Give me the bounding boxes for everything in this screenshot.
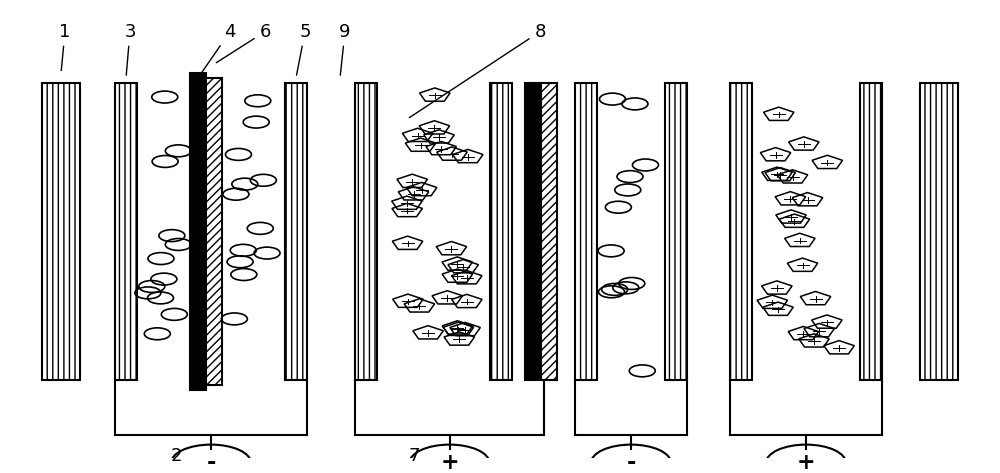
Text: 4: 4: [200, 23, 236, 76]
Text: 2: 2: [170, 447, 182, 465]
Bar: [206, 78, 222, 385]
FancyBboxPatch shape: [285, 82, 307, 380]
FancyBboxPatch shape: [665, 82, 687, 380]
FancyBboxPatch shape: [355, 82, 377, 380]
FancyBboxPatch shape: [860, 82, 882, 380]
FancyBboxPatch shape: [42, 82, 80, 380]
Text: 6: 6: [216, 23, 271, 63]
FancyBboxPatch shape: [575, 82, 597, 380]
FancyBboxPatch shape: [920, 82, 958, 380]
Text: 7: 7: [409, 447, 420, 465]
Text: 3: 3: [124, 23, 136, 75]
Text: -: -: [206, 452, 216, 473]
Text: +: +: [797, 452, 815, 473]
FancyBboxPatch shape: [115, 82, 137, 380]
Bar: [190, 73, 206, 390]
Text: 1: 1: [59, 23, 71, 70]
Bar: [525, 82, 541, 380]
Bar: [541, 82, 557, 380]
FancyBboxPatch shape: [490, 82, 512, 380]
Text: 8: 8: [409, 23, 546, 118]
Text: 5: 5: [297, 23, 311, 75]
Text: 9: 9: [339, 23, 351, 75]
Text: +: +: [440, 452, 459, 473]
Text: -: -: [626, 452, 636, 473]
FancyBboxPatch shape: [730, 82, 752, 380]
